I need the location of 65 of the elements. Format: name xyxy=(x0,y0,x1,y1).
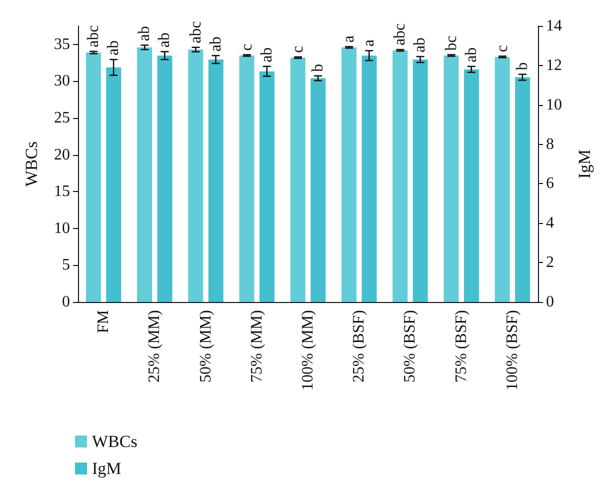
x-tick-label: 75% (BSF) xyxy=(452,310,470,382)
bar xyxy=(392,50,408,302)
bar xyxy=(137,47,152,302)
bar xyxy=(239,55,254,302)
data-label: c xyxy=(494,45,511,52)
bar xyxy=(515,77,530,302)
y2-tick-label: 0 xyxy=(546,294,554,310)
x-tick-label: 25% (MM) xyxy=(146,310,164,382)
x-tick-label: FM xyxy=(95,310,112,334)
data-label: ab xyxy=(136,26,154,42)
data-label: ab xyxy=(156,32,174,48)
data-label: b xyxy=(514,62,531,70)
x-tick-label: 50% (BSF) xyxy=(402,310,419,382)
y-tick-label: 0 xyxy=(62,294,70,310)
x-tick-label: 100% (MM) xyxy=(300,310,316,390)
y-axis-title: WBCs xyxy=(22,141,41,187)
x-tick-label: 50% (MM) xyxy=(197,310,214,382)
bar xyxy=(260,71,275,302)
data-label: abc xyxy=(85,25,102,48)
legend-label: WBCs xyxy=(92,432,138,451)
bar xyxy=(290,58,306,302)
x-tick-label: 100% (BSF) xyxy=(504,310,521,390)
data-label: a xyxy=(360,40,378,47)
y2-axis-title: IgM xyxy=(575,149,594,179)
y2-tick-label: 6 xyxy=(546,175,554,192)
bar xyxy=(412,60,428,302)
y2-tick-label: 10 xyxy=(546,96,562,114)
y2-tick-label: 12 xyxy=(546,56,562,74)
y-tick-label: 5 xyxy=(62,256,70,274)
bar xyxy=(341,47,356,302)
y2-tick-label: 14 xyxy=(546,18,562,34)
data-label: b xyxy=(310,64,326,72)
y-tick-label: 25 xyxy=(54,110,70,126)
data-label: ab xyxy=(105,40,122,56)
bar xyxy=(157,56,172,302)
x-tick-label: 75% (MM) xyxy=(248,310,266,382)
data-label: abc xyxy=(187,21,204,44)
bar xyxy=(188,50,204,302)
y-tick-label: 35 xyxy=(54,36,70,53)
data-label: ab xyxy=(207,36,224,52)
bar xyxy=(464,69,479,302)
y-tick-label: 15 xyxy=(54,183,70,200)
data-label: c xyxy=(238,44,256,51)
bar xyxy=(106,67,122,302)
y2-tick-label: 2 xyxy=(546,254,554,272)
bar xyxy=(86,52,101,302)
data-label: a xyxy=(340,36,358,43)
data-label: ab xyxy=(412,37,429,53)
data-label: bc xyxy=(442,36,460,51)
bar xyxy=(362,56,377,302)
data-label: abc xyxy=(392,23,409,46)
y-tick-label: 10 xyxy=(54,220,70,237)
x-tick-label: 25% (BSF) xyxy=(350,310,368,382)
y2-tick-label: 4 xyxy=(546,214,554,232)
y-tick-label: 30 xyxy=(54,72,70,90)
bar xyxy=(444,55,459,302)
bar xyxy=(310,78,326,302)
legend-label: IgM xyxy=(92,459,122,478)
y-tick-label: 20 xyxy=(54,146,70,164)
data-label: ab xyxy=(462,47,480,62)
data-label: ab xyxy=(258,47,276,62)
bar xyxy=(208,60,224,302)
y2-tick-label: 8 xyxy=(546,136,554,153)
data-label: c xyxy=(290,46,306,53)
bar xyxy=(494,56,510,302)
